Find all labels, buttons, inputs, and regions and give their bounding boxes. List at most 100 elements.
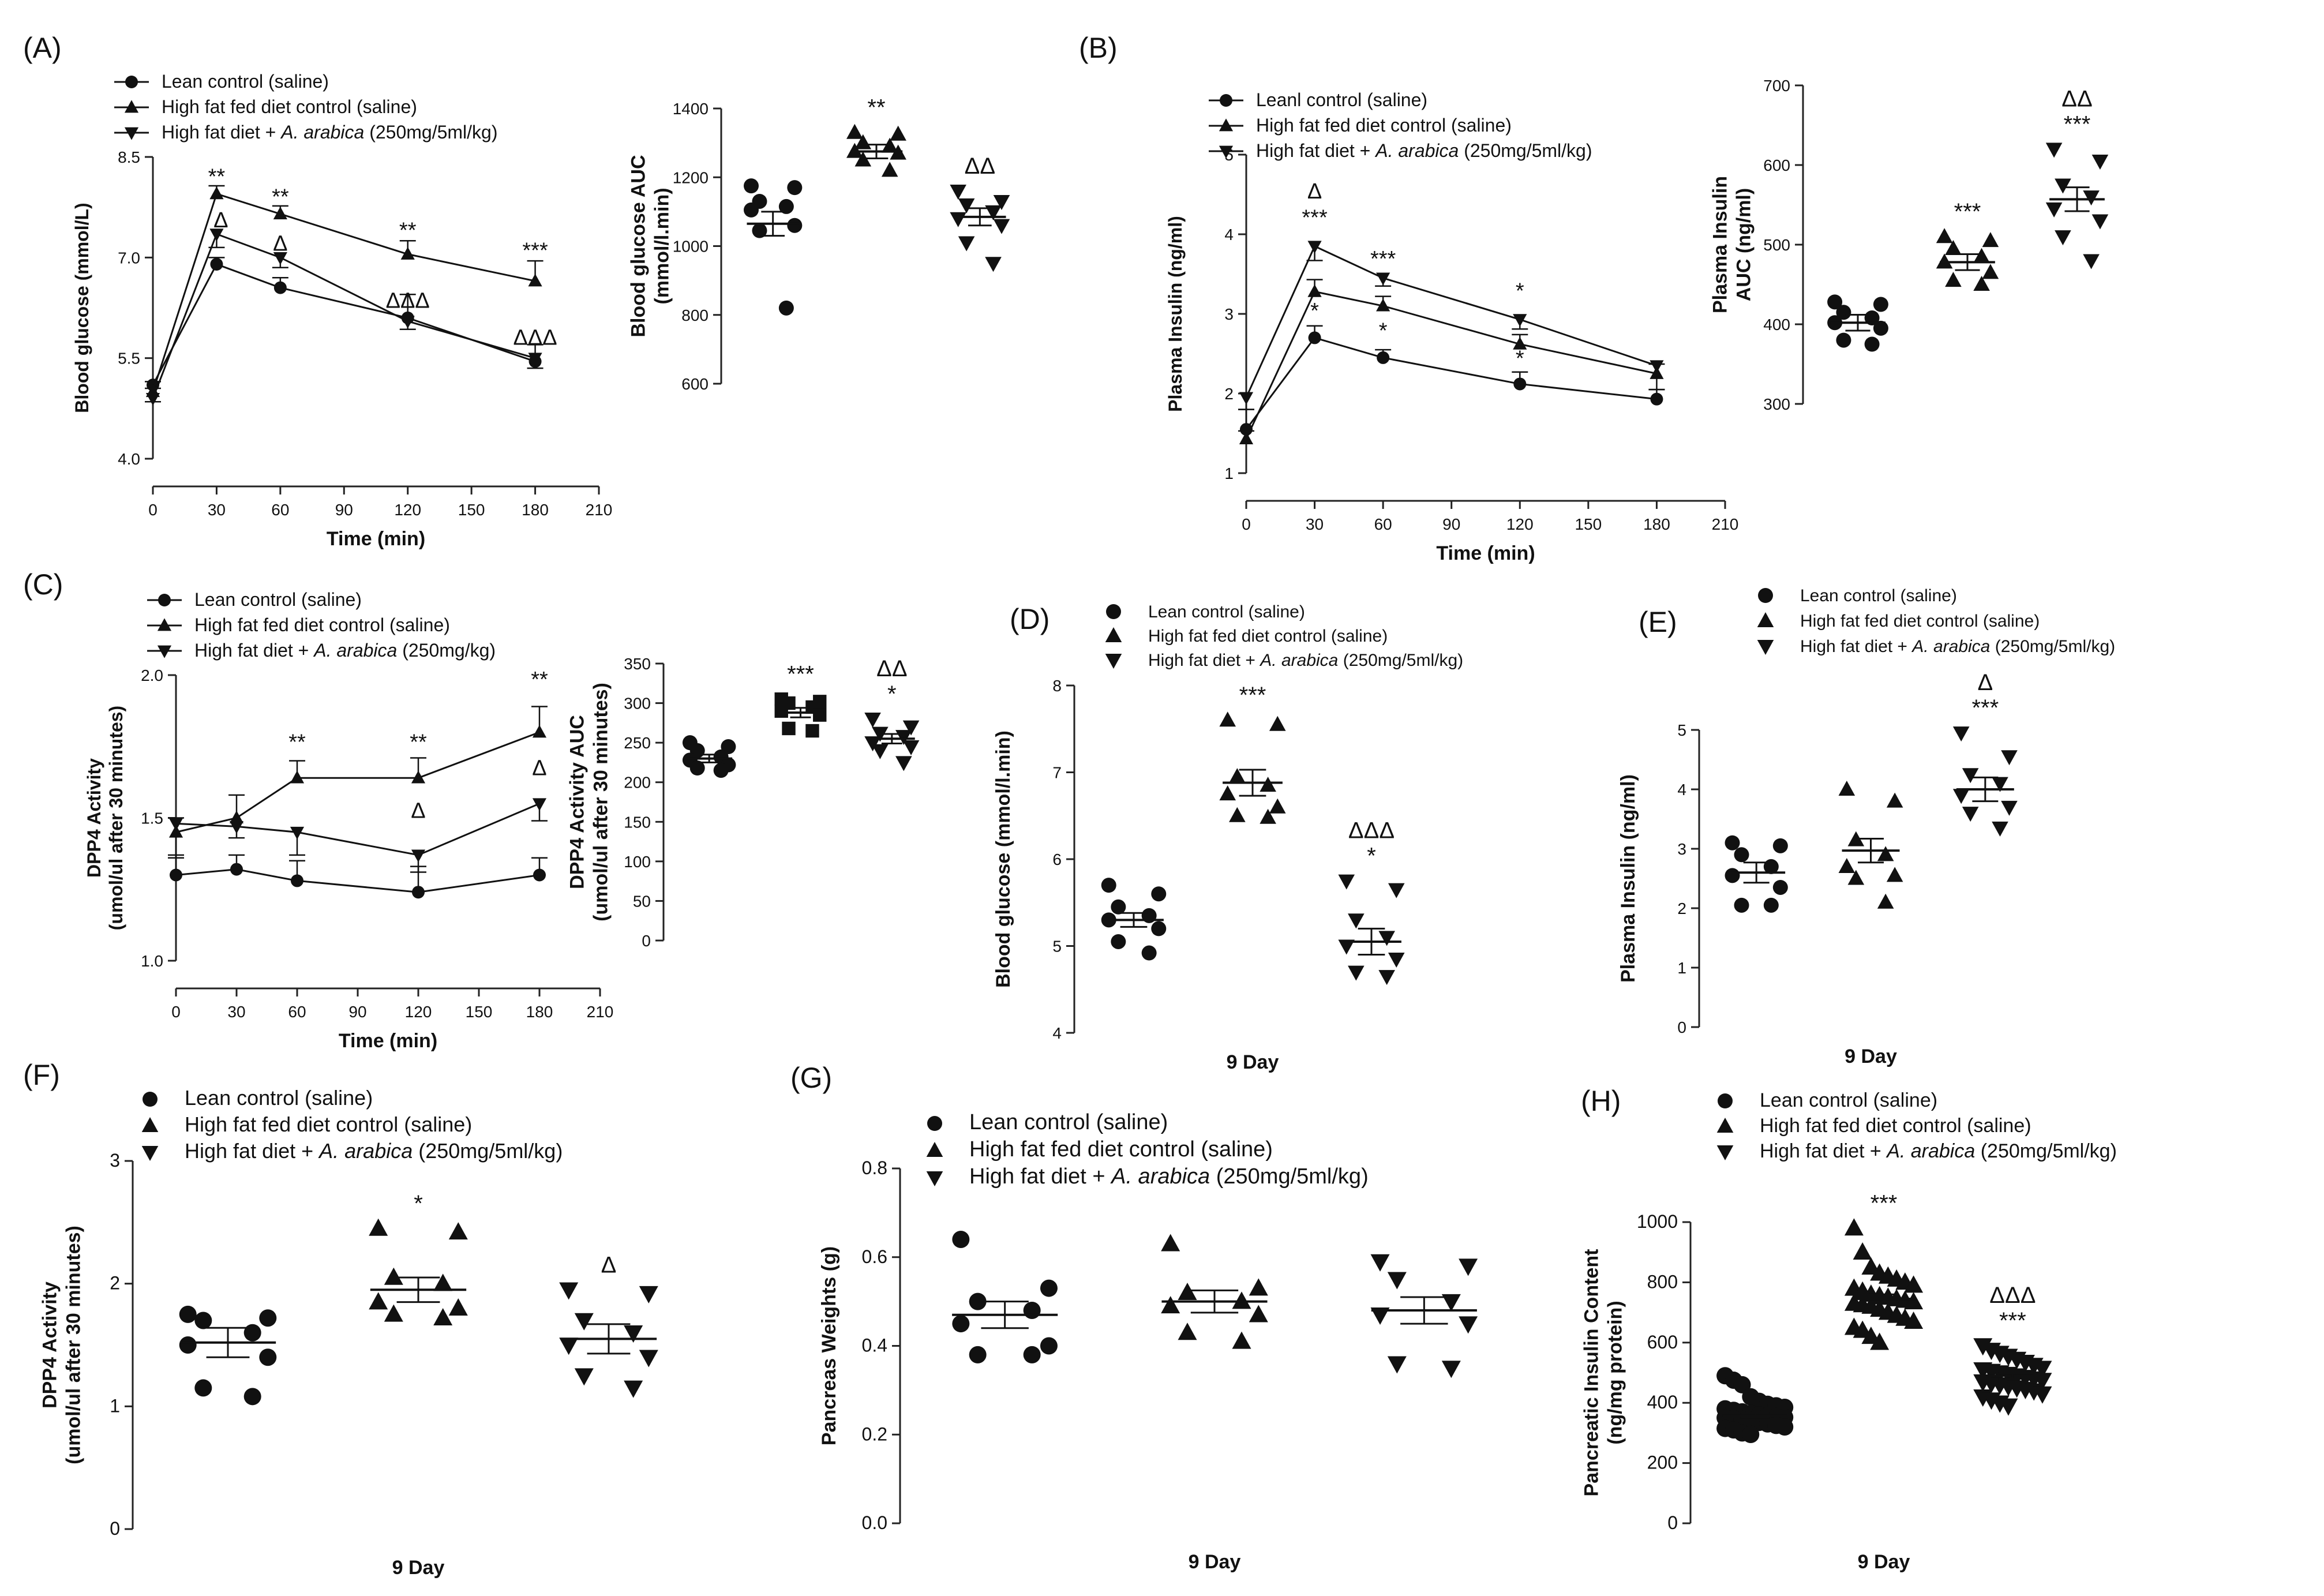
chart-e-annotation: Δ [1977,670,1993,695]
chart-c1-point [229,810,244,823]
chart-g-data-point [1178,1283,1197,1300]
chart-a2-data-point [958,236,975,252]
chart-d-y-tick-label: 8 [1052,677,1062,695]
chart-a1-annotation: Δ [273,232,287,256]
chart-a1-legend-marker [125,76,138,88]
chart-b1-annotation: *** [1370,247,1396,271]
chart-c1-annotation: Δ [532,756,546,780]
chart-d-data-point [1269,798,1286,814]
chart-b2-data-point [1936,228,1953,243]
chart-b1-y-tick-label: 3 [1224,305,1234,323]
chart-f-data-point [448,1222,468,1240]
chart-b2-y-tick-label: 500 [1763,236,1790,254]
chart-a2-annotation: ΔΔ [965,153,995,179]
chart-e-x-axis-label: 9 Day [1845,1046,1897,1067]
chart-a2-data-point [881,137,898,153]
chart-b1-annotation: * [1516,279,1524,303]
chart-d-data-point [1229,807,1246,822]
chart-d-legend-label: Lean control (saline) [1148,602,1305,621]
chart-b1-point [1650,392,1663,406]
chart-c1-point [170,868,182,882]
chart-g-y-tick-label: 0.2 [862,1423,887,1444]
chart-f-data-point [384,1304,403,1322]
chart-b1-point [1307,284,1322,297]
chart-e-data-point [1992,777,2008,792]
chart-c2-y-tick-label: 50 [633,892,651,910]
chart-b2-data-point [1873,320,1888,336]
chart-a1-x-tick-label: 120 [394,501,421,519]
chart-h-panel-label: (H) [1581,1085,1621,1117]
chart-g-y-tick-label: 0.0 [862,1512,887,1533]
chart-c1-legend-label: Lean control (saline) [194,589,362,610]
chart-c2-data-point [864,712,881,728]
chart-c2-y-tick-label: 150 [624,813,651,831]
chart-f-data-point [559,1282,579,1300]
chart-h-legend-label: Lean control (saline) [1760,1089,1937,1111]
chart-h-data-point [1904,1275,1924,1293]
chart-e-y-tick-label: 3 [1677,840,1686,858]
chart-g-y-tick-label: 0.8 [862,1157,887,1178]
chart-a1-annotation: ** [208,164,226,189]
chart-b2-data-point [2055,178,2071,194]
chart-e-data-point [1772,838,1788,853]
chart-c2-data-point [864,736,881,752]
chart-c1-y-axis-label: (umol/ul after 30 minutes) [106,706,126,930]
chart-c1-legend-marker [158,594,171,606]
chart-h-data-point [1870,1332,1890,1350]
chart-c2-data-point [902,740,920,755]
chart-a1-legend-label: Lean control (saline) [162,71,329,92]
chart-f-data-point [369,1218,388,1236]
chart-c1-annotation: ** [531,668,548,692]
chart-g-data-point [1459,1258,1478,1276]
chart-b2-y-tick-label: 700 [1763,77,1790,95]
chart-e-y-tick-label: 1 [1677,959,1686,977]
chart-c2-y-tick-label: 300 [624,695,651,713]
chart-h-legend-label: High fat diet + A. arabica (250mg/5ml/kg… [1760,1140,2117,1162]
chart-d-data-point [1111,934,1126,949]
chart-c1-legend-marker [157,645,172,658]
chart-a1-annotation: Δ [213,208,228,233]
chart-c2-data-point [774,704,788,718]
chart-h-legend-marker [1716,1118,1734,1133]
chart-d-data-point [1378,970,1395,986]
chart-d-panel-label: (D) [1010,603,1049,635]
chart-d-data-point [1388,953,1405,968]
chart-e-data-point [1725,868,1740,883]
chart-c1-x-tick-label: 180 [526,1003,553,1021]
chart-f-y-tick-label: 1 [110,1395,120,1416]
chart-h-data-point [2033,1386,2052,1404]
chart-c1-point [229,821,244,834]
chart-f-data-point [179,1305,197,1323]
chart-b1-annotation: *** [1302,205,1328,230]
chart-c2-data-point [813,708,827,722]
chart-b1-x-tick-label: 60 [1374,515,1392,533]
chart-h-annotation: ΔΔΔ [1989,1283,2036,1308]
chart-h-y-tick-label: 200 [1647,1452,1678,1473]
chart-h-y-tick-label: 600 [1647,1332,1678,1353]
chart-c1-point [290,770,305,784]
chart-b1-point [1307,241,1322,254]
chart-a1-x-tick-label: 60 [271,501,289,519]
chart-a1-x-tick-label: 0 [148,501,158,519]
chart-e-y-tick-label: 4 [1677,781,1686,799]
chart-c2-y-axis-label: DPP4 Activity AUC [567,715,589,889]
chart-a2-data-point [854,134,872,149]
chart-f-data-point [369,1292,388,1310]
chart-g-data-point [1370,1254,1390,1272]
chart-b1-legend-marker [1220,94,1232,107]
chart-d-data-point [1219,711,1236,727]
chart-d-x-axis-label: 9 Day [1227,1051,1279,1073]
chart-c1-x-tick-label: 150 [466,1003,493,1021]
chart-h-legend-marker [1716,1145,1734,1160]
chart-g-panel-label: (G) [790,1062,832,1094]
chart-g-data-point [1178,1322,1197,1340]
chart-e-data-point [1734,847,1749,863]
chart-b1-point [1513,336,1527,350]
chart-b1-annotation: * [1379,319,1388,343]
chart-e-data-point [2001,800,2018,816]
chart-b2-data-point [1873,297,1888,312]
chart-a1-point [528,353,542,366]
chart-c1-point [411,770,426,784]
chart-g-data-point [1387,1272,1407,1290]
